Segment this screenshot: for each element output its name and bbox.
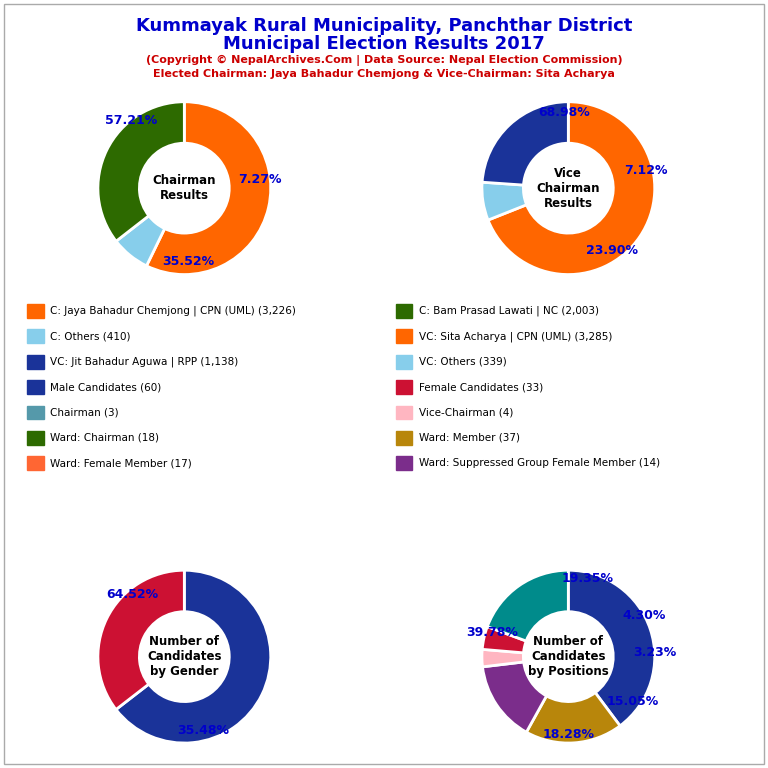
Text: VC: Sita Acharya | CPN (UML) (3,285): VC: Sita Acharya | CPN (UML) (3,285) <box>419 331 612 342</box>
Text: Number of
Candidates
by Gender: Number of Candidates by Gender <box>147 635 222 678</box>
Text: Male Candidates (60): Male Candidates (60) <box>50 382 161 392</box>
Text: 57.21%: 57.21% <box>104 114 157 127</box>
Text: Ward: Member (37): Ward: Member (37) <box>419 432 520 443</box>
Text: 15.05%: 15.05% <box>607 695 659 708</box>
Text: 19.35%: 19.35% <box>561 572 614 585</box>
Text: 7.12%: 7.12% <box>624 164 668 177</box>
Text: 23.90%: 23.90% <box>585 244 637 257</box>
Text: C: Others (410): C: Others (410) <box>50 331 131 342</box>
Wedge shape <box>482 182 527 220</box>
Wedge shape <box>482 102 568 185</box>
Text: 18.28%: 18.28% <box>542 728 594 741</box>
Text: Female Candidates (33): Female Candidates (33) <box>419 382 543 392</box>
Text: 7.27%: 7.27% <box>239 173 282 186</box>
Text: 68.98%: 68.98% <box>538 106 590 118</box>
Wedge shape <box>147 102 270 275</box>
Wedge shape <box>526 693 620 743</box>
Text: Elected Chairman: Jaya Bahadur Chemjong & Vice-Chairman: Sita Acharya: Elected Chairman: Jaya Bahadur Chemjong … <box>153 69 615 79</box>
Text: 39.78%: 39.78% <box>466 626 518 639</box>
Text: Vice
Chairman
Results: Vice Chairman Results <box>537 167 600 210</box>
Text: 64.52%: 64.52% <box>107 588 158 601</box>
Text: C: Jaya Bahadur Chemjong | CPN (UML) (3,226): C: Jaya Bahadur Chemjong | CPN (UML) (3,… <box>50 306 296 316</box>
Wedge shape <box>482 649 524 667</box>
Wedge shape <box>98 102 184 241</box>
Text: Vice-Chairman (4): Vice-Chairman (4) <box>419 407 513 418</box>
Text: VC: Others (339): VC: Others (339) <box>419 356 506 367</box>
Wedge shape <box>482 627 526 653</box>
Text: Ward: Suppressed Group Female Member (14): Ward: Suppressed Group Female Member (14… <box>419 458 660 468</box>
Text: 3.23%: 3.23% <box>633 646 677 659</box>
Text: Kummayak Rural Municipality, Panchthar District: Kummayak Rural Municipality, Panchthar D… <box>136 17 632 35</box>
Text: Ward: Chairman (18): Ward: Chairman (18) <box>50 432 159 443</box>
Wedge shape <box>98 570 184 710</box>
Text: 35.48%: 35.48% <box>177 723 230 737</box>
Text: Chairman (3): Chairman (3) <box>50 407 118 418</box>
Wedge shape <box>482 662 547 732</box>
Text: Chairman
Results: Chairman Results <box>153 174 216 202</box>
Wedge shape <box>116 216 164 266</box>
Text: Number of
Candidates
by Positions: Number of Candidates by Positions <box>528 635 609 678</box>
Wedge shape <box>568 570 654 726</box>
Text: 4.30%: 4.30% <box>623 609 666 621</box>
Text: 35.52%: 35.52% <box>163 255 215 268</box>
Wedge shape <box>488 102 654 274</box>
Text: Ward: Female Member (17): Ward: Female Member (17) <box>50 458 192 468</box>
Text: C: Bam Prasad Lawati | NC (2,003): C: Bam Prasad Lawati | NC (2,003) <box>419 306 598 316</box>
Text: VC: Jit Bahadur Aguwa | RPP (1,138): VC: Jit Bahadur Aguwa | RPP (1,138) <box>50 356 238 367</box>
Text: Municipal Election Results 2017: Municipal Election Results 2017 <box>223 35 545 52</box>
Text: (Copyright © NepalArchives.Com | Data Source: Nepal Election Commission): (Copyright © NepalArchives.Com | Data So… <box>146 55 622 66</box>
Wedge shape <box>488 570 568 641</box>
Wedge shape <box>116 570 270 743</box>
